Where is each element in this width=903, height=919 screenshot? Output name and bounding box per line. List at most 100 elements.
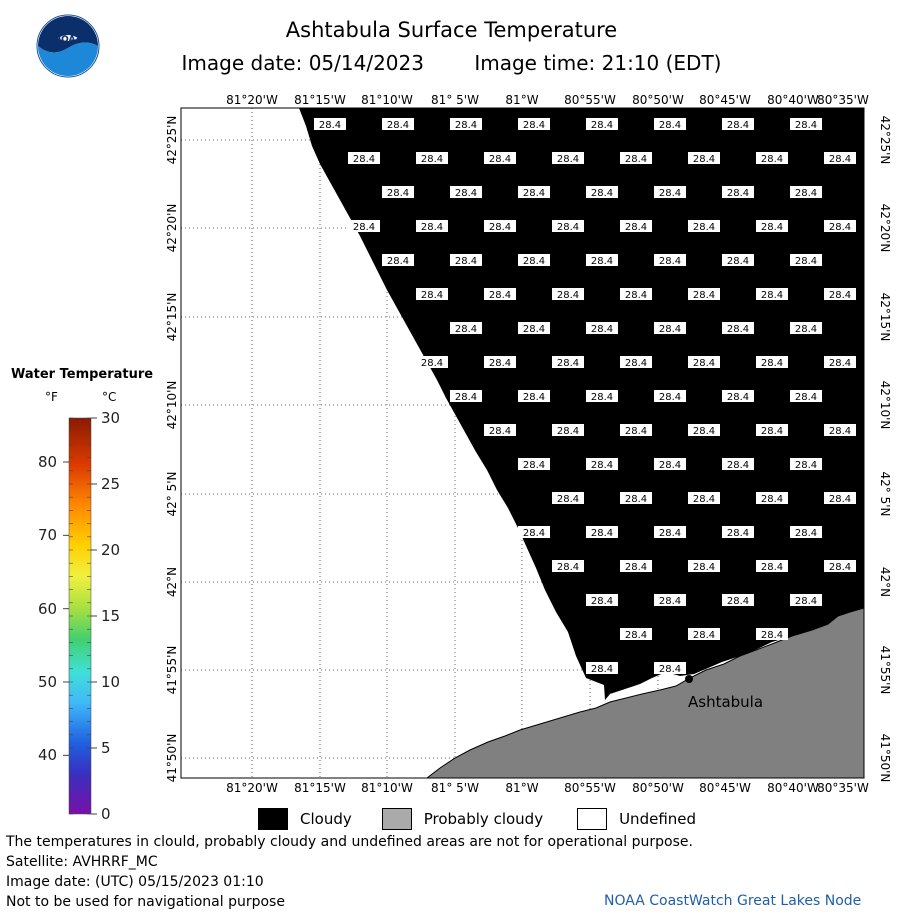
lat-label-right: 42°N — [878, 567, 892, 597]
lat-label-left: 41°50'N — [165, 734, 179, 783]
temperature-cell-box — [722, 322, 754, 334]
temperature-cell-value: 28.4 — [727, 120, 749, 131]
temperature-cell-box — [450, 254, 482, 266]
temperature-cell-value: 28.4 — [795, 460, 817, 471]
celsius-tick-label: 5 — [101, 739, 111, 757]
temperature-cell-value: 28.4 — [795, 324, 817, 335]
temperature-cell: 28.4 — [722, 186, 754, 199]
temperature-cell: 28.4 — [518, 390, 550, 403]
temperature-cell-box — [824, 424, 856, 436]
temperature-cell-box — [416, 220, 448, 232]
temperature-cell-value: 28.4 — [625, 154, 647, 165]
temperature-cell-box — [518, 254, 550, 266]
temperature-cell-box — [620, 288, 652, 300]
temperature-cell-box — [756, 628, 788, 640]
temperature-cell-box — [688, 288, 720, 300]
temperature-cell-box — [450, 118, 482, 130]
lat-label-left: 42°N — [165, 567, 179, 597]
temperature-cell-value: 28.4 — [591, 120, 613, 131]
temperature-cell-value: 28.4 — [523, 120, 545, 131]
temperature-cell-box — [586, 662, 618, 674]
temperature-cell-box — [824, 492, 856, 504]
temperature-cell-box — [756, 560, 788, 572]
temperature-cell-box — [518, 118, 550, 130]
temperature-cell: 28.4 — [450, 322, 482, 335]
place-label-ashtabula: Ashtabula — [688, 693, 763, 711]
footer-note-disclaimer: The temperatures in clould, probably clo… — [6, 834, 693, 850]
temperature-cell: 28.4 — [722, 594, 754, 607]
temperature-cell-box — [620, 152, 652, 164]
temperature-cell-value: 28.4 — [761, 222, 783, 233]
lon-label-bottom: 81°10'W — [361, 781, 413, 795]
lon-label-top: 81° 5'W — [431, 93, 479, 107]
temperature-cell-box — [654, 526, 686, 538]
ashtabula-marker — [685, 675, 693, 683]
temperature-cell-value: 28.4 — [693, 426, 715, 437]
temperature-cell-value: 28.4 — [353, 154, 375, 165]
credit-link[interactable]: NOAA CoastWatch Great Lakes Node — [604, 893, 862, 909]
temperature-cell: 28.4 — [450, 186, 482, 199]
temperature-cell-value: 28.4 — [455, 324, 477, 335]
temperature-cell-box — [620, 628, 652, 640]
temperature-cell-value: 28.4 — [319, 120, 341, 131]
temperature-cell-box — [450, 322, 482, 334]
colorbar-title: Water Temperature — [11, 367, 154, 382]
lon-label-bottom: 81° 5'W — [431, 781, 479, 795]
temperature-cell-box — [688, 492, 720, 504]
temperature-cell: 28.4 — [722, 458, 754, 471]
temperature-cell-value: 28.4 — [489, 222, 511, 233]
temperature-cell-value: 28.4 — [387, 256, 409, 267]
temperature-cell: 28.4 — [348, 220, 380, 233]
temperature-cell-value: 28.4 — [625, 358, 647, 369]
temperature-cell: 28.4 — [586, 662, 618, 675]
temperature-cell-box — [348, 220, 380, 232]
temperature-cell: 28.4 — [382, 186, 414, 199]
temperature-cell-value: 28.4 — [489, 358, 511, 369]
temperature-cell-box — [756, 424, 788, 436]
image-time: Image time: 21:10 (EDT) — [474, 51, 722, 75]
temperature-cell-box — [620, 492, 652, 504]
temperature-cell: 28.4 — [552, 560, 584, 573]
temperature-cell-box — [790, 118, 822, 130]
temperature-cell-value: 28.4 — [659, 120, 681, 131]
unit-celsius: °C — [102, 390, 117, 404]
temperature-cell-value: 28.4 — [727, 596, 749, 607]
temperature-cell-value: 28.4 — [761, 358, 783, 369]
lat-label-left: 42° 5'N — [165, 472, 179, 517]
temperature-cell: 28.4 — [484, 220, 516, 233]
temperature-cell: 28.4 — [824, 424, 856, 437]
temperature-cell-value: 28.4 — [693, 290, 715, 301]
temperature-cell: 28.4 — [586, 322, 618, 335]
temperature-cell-value: 28.4 — [625, 562, 647, 573]
lat-label-left: 42°10'N — [165, 381, 179, 430]
temperature-cell: 28.4 — [688, 356, 720, 369]
lon-label-top: 80°50'W — [632, 93, 684, 107]
lon-label-top: 80°55'W — [564, 93, 616, 107]
temperature-cell-value: 28.4 — [625, 630, 647, 641]
temperature-cell-box — [382, 118, 414, 130]
temperature-cell-value: 28.4 — [489, 290, 511, 301]
temperature-cell-box — [586, 526, 618, 538]
temperature-cell: 28.4 — [756, 356, 788, 369]
temperature-cell: 28.4 — [620, 220, 652, 233]
temperature-cell: 28.4 — [722, 526, 754, 539]
temperature-cell: 28.4 — [382, 254, 414, 267]
temperature-cell-box — [688, 628, 720, 640]
lat-label-right: 41°55'N — [878, 646, 892, 695]
temperature-cell-value: 28.4 — [659, 324, 681, 335]
temperature-cell-value: 28.4 — [557, 358, 579, 369]
temperature-cell: 28.4 — [654, 390, 686, 403]
temperature-cell: 28.4 — [416, 220, 448, 233]
temperature-cell: 28.4 — [314, 118, 346, 131]
temperature-cell-value: 28.4 — [693, 358, 715, 369]
temperature-cell: 28.4 — [756, 220, 788, 233]
lon-label-bottom: 80°40'W — [767, 781, 819, 795]
temperature-cell: 28.4 — [620, 560, 652, 573]
temperature-cell: 28.4 — [722, 118, 754, 131]
temperature-cell-value: 28.4 — [693, 494, 715, 505]
lat-label-right: 42° 5'N — [878, 472, 892, 517]
lon-label-bottom: 80°45'W — [699, 781, 751, 795]
temperature-values: 28.4 28.4 28.4 28.4 28.4 28.4 28.4 28.4 28.4 28.4… — [314, 118, 856, 675]
temperature-cell-value: 28.4 — [727, 392, 749, 403]
temperature-cell: 28.4 — [484, 356, 516, 369]
